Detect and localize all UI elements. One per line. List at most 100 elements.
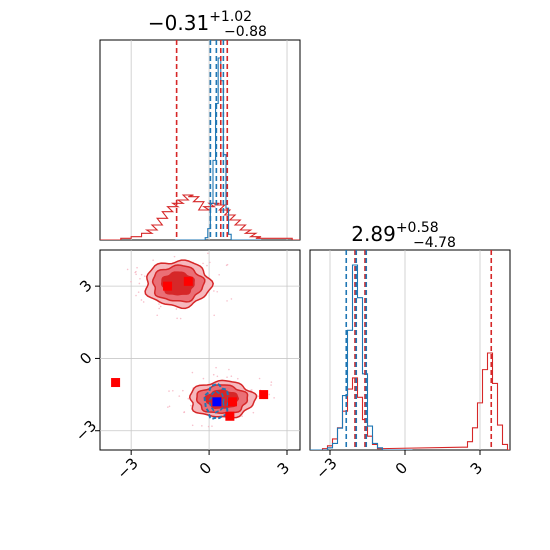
scatter-point xyxy=(212,373,215,376)
scatter-point xyxy=(236,377,239,380)
scatter-point xyxy=(136,266,138,269)
red-marker xyxy=(111,378,121,388)
y-ticks: −3 0 3 xyxy=(72,276,100,445)
title-param1: −0.31+1.02 xyxy=(148,9,252,35)
scatter-point xyxy=(173,255,176,258)
title-lower-error: −0.88 xyxy=(224,24,267,40)
scatter-point xyxy=(137,291,140,293)
scatter-point xyxy=(142,301,145,303)
scatter-point xyxy=(167,406,169,408)
scatter-point xyxy=(201,425,203,427)
scatter-point xyxy=(178,395,181,397)
scatter-point xyxy=(191,424,194,427)
scatter-point xyxy=(226,263,229,266)
joint-panel: −3 0 3 −3 0 3 xyxy=(72,244,301,483)
scatter-point xyxy=(257,395,259,398)
scatter-point xyxy=(126,268,129,271)
red-marker xyxy=(163,281,173,291)
scatter-point xyxy=(190,404,192,407)
x-tick-label: 3 xyxy=(274,459,293,478)
scatter-point xyxy=(216,375,219,378)
scatter-point xyxy=(159,305,162,308)
scatter-point xyxy=(202,377,205,380)
scatter-point xyxy=(172,389,174,392)
scatter-point xyxy=(205,247,207,249)
grid-lines xyxy=(329,250,481,450)
red-histogram xyxy=(310,352,510,450)
x-tick-label: −3 xyxy=(113,454,141,482)
x-tick-label: −3 xyxy=(312,454,340,482)
scatter-point xyxy=(187,397,190,400)
x-tick-label: 3 xyxy=(467,459,486,478)
title-value: −0.31 xyxy=(148,11,209,35)
blue-histogram xyxy=(310,264,413,450)
scatter-point xyxy=(252,411,255,414)
scatter-point xyxy=(230,375,233,378)
scatter-point xyxy=(273,397,275,399)
title-param2: 2.89+0.58 xyxy=(351,220,438,246)
scatter-point xyxy=(215,366,217,369)
x-ticks: −3 0 3 xyxy=(113,450,293,483)
scatter-point xyxy=(168,390,170,392)
panel-frame xyxy=(99,249,301,451)
scatter-point xyxy=(207,252,209,255)
quantile-lines xyxy=(175,40,229,240)
scatter-point xyxy=(206,264,208,267)
histograms xyxy=(310,264,510,450)
scatter-point xyxy=(135,270,137,273)
scatter-point xyxy=(228,368,230,371)
scatter-point xyxy=(207,425,210,428)
scatter-point xyxy=(216,290,219,293)
scatter-point xyxy=(183,411,185,414)
contours xyxy=(111,244,275,428)
scatter-point xyxy=(135,294,137,297)
scatter-point xyxy=(182,389,184,392)
scatter-point xyxy=(179,317,182,320)
scatter-point xyxy=(226,376,228,379)
scatter-point xyxy=(209,261,211,264)
x-ticks: −3 0 3 xyxy=(312,450,486,483)
title-upper-error: +1.02 xyxy=(209,9,252,25)
scatter-point xyxy=(270,384,272,386)
red-marker xyxy=(227,397,237,407)
scatter-point xyxy=(226,300,228,302)
quantile-lines xyxy=(345,250,493,450)
scatter-point xyxy=(170,246,172,248)
scatter-point xyxy=(213,314,215,317)
scatter-point xyxy=(230,298,233,300)
red-marker xyxy=(259,390,269,400)
scatter-point xyxy=(175,308,178,310)
marginal-panel-param1 xyxy=(99,39,301,241)
scatter-point xyxy=(152,259,154,262)
title-lower-error: −4.78 xyxy=(413,235,456,251)
scatter-point xyxy=(258,377,261,380)
scatter-point xyxy=(140,299,143,301)
x-tick-label: 0 xyxy=(392,459,411,478)
scatter-point xyxy=(211,425,213,427)
blue-contour-outer xyxy=(203,383,230,420)
red-marker xyxy=(225,411,235,421)
blue-marker xyxy=(212,397,222,407)
red-marker xyxy=(183,276,193,286)
scatter-point xyxy=(143,275,146,278)
scatter-point xyxy=(270,381,273,383)
scatter-point xyxy=(135,273,137,276)
histograms xyxy=(100,57,300,240)
scatter-point xyxy=(139,277,141,280)
scatter-point xyxy=(250,389,253,391)
scatter-point xyxy=(138,282,141,285)
scatter-point xyxy=(181,244,183,246)
scatter-point xyxy=(176,317,178,320)
y-tick-label: 0 xyxy=(76,349,95,368)
title-upper-error: +0.58 xyxy=(396,220,439,236)
red-histogram xyxy=(100,194,300,240)
y-tick-label: 3 xyxy=(76,276,95,295)
x-tick-label: 0 xyxy=(196,459,215,478)
scatter-point xyxy=(168,405,171,408)
title-value: 2.89 xyxy=(351,222,396,246)
marginal-panel-param2: −3 0 3 xyxy=(309,249,511,483)
scatter-point xyxy=(158,303,160,305)
scatter-point xyxy=(202,262,204,265)
scatter-point xyxy=(158,307,160,310)
